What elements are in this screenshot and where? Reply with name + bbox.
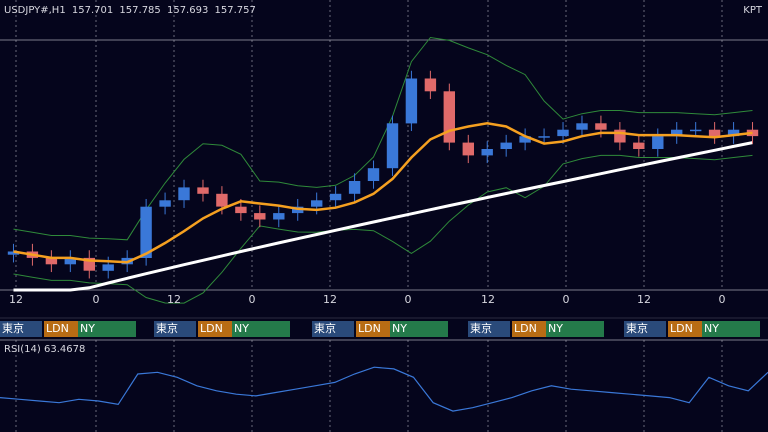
session-london: LDN xyxy=(44,321,78,337)
session-tokyo: 東京 xyxy=(624,321,666,337)
session-newyork: NY xyxy=(390,321,448,337)
low-price: 157.693 xyxy=(166,5,209,16)
rsi-label: RSI(14) 63.4678 xyxy=(4,344,85,355)
candle-body xyxy=(83,257,95,271)
time-axis-label: 12 xyxy=(323,293,337,306)
candle-body xyxy=(614,129,626,143)
candle-body xyxy=(159,200,171,207)
open-price: 157.701 xyxy=(71,5,114,16)
candle-body xyxy=(405,78,418,124)
session-newyork: NY xyxy=(232,321,290,337)
session-newyork: NY xyxy=(702,321,760,337)
rsi-name: RSI(14) xyxy=(4,344,41,355)
upper-band-line xyxy=(13,36,753,241)
candle-body xyxy=(708,129,721,137)
time-axis-label: 0 xyxy=(718,293,726,306)
candle-body xyxy=(633,142,645,149)
candle-body xyxy=(178,187,190,201)
candle-body xyxy=(500,142,512,149)
rsi-value: 63.4678 xyxy=(43,344,86,355)
candle-body xyxy=(386,123,399,169)
candle-body xyxy=(424,78,437,92)
candle-body xyxy=(443,91,455,143)
close-price: 157.757 xyxy=(214,5,256,16)
long-moving-average-line xyxy=(13,141,753,292)
chart-header: USDJPY#,H1 157.701 157.785 157.693 157.7… xyxy=(4,5,259,16)
candle-body xyxy=(64,257,76,265)
candle-body xyxy=(348,181,361,194)
rsi-line xyxy=(0,366,768,412)
session-tokyo: 東京 xyxy=(312,321,354,337)
candle-body xyxy=(197,187,209,194)
time-axis-label: 12 xyxy=(9,293,23,306)
candle-body xyxy=(7,251,20,255)
candle-body xyxy=(538,136,550,138)
time-axis-label: 0 xyxy=(92,293,100,306)
candle-body xyxy=(102,264,114,271)
session-tokyo: 東京 xyxy=(0,321,42,337)
session-london: LDN xyxy=(668,321,702,337)
candle-body xyxy=(367,168,380,181)
time-axis-label: 0 xyxy=(404,293,412,306)
candle-body xyxy=(652,136,664,149)
candle-body xyxy=(576,123,588,130)
session-london: LDN xyxy=(512,321,546,337)
candle-body xyxy=(329,193,342,201)
session-london: LDN xyxy=(198,321,232,337)
time-axis-label: 0 xyxy=(562,293,570,306)
session-newyork: NY xyxy=(78,321,136,337)
time-axis-label: 12 xyxy=(481,293,495,306)
time-axis-label: 12 xyxy=(637,293,651,306)
moving-average-line xyxy=(13,122,753,264)
candle-body xyxy=(595,123,607,130)
candle-body xyxy=(45,257,58,265)
candle-body xyxy=(727,129,740,137)
time-axis-label: 0 xyxy=(248,293,256,306)
candle-body xyxy=(140,206,152,258)
session-london: LDN xyxy=(356,321,390,337)
session-tokyo: 東京 xyxy=(154,321,196,337)
candle-body xyxy=(671,129,683,137)
candle-body xyxy=(216,193,228,207)
candle-body xyxy=(481,149,493,156)
corner-label: KPT xyxy=(743,5,762,16)
time-axis-label: 12 xyxy=(167,293,181,306)
candle-body xyxy=(462,142,474,156)
session-newyork: NY xyxy=(546,321,604,337)
high-price: 157.785 xyxy=(119,5,161,16)
candle-body xyxy=(557,129,569,137)
candle-body xyxy=(273,213,285,220)
candle-body xyxy=(519,136,531,143)
candle-body xyxy=(690,129,702,132)
candle-body xyxy=(254,213,266,220)
symbol-label: USDJPY#,H1 xyxy=(4,5,66,16)
candle-body xyxy=(235,206,247,214)
lower-band-line xyxy=(13,154,753,304)
candle-body xyxy=(311,200,323,207)
session-tokyo: 東京 xyxy=(468,321,510,337)
